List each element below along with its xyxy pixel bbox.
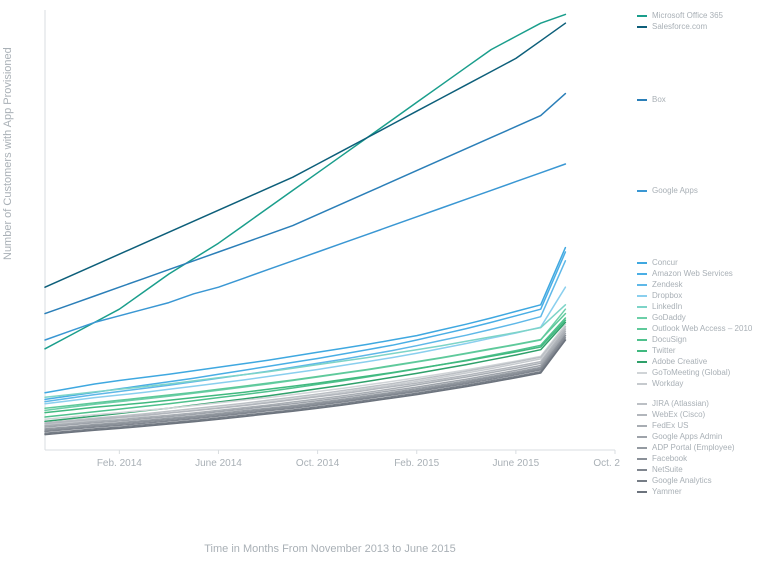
legend-swatch <box>637 99 647 101</box>
legend-label: Outlook Web Access – 2010 <box>652 324 752 333</box>
legend-swatch <box>637 273 647 275</box>
x-tick-label: Oct. 2015 <box>593 458 620 469</box>
legend-item: GoToMeeting (Global) <box>637 368 730 377</box>
legend-label: Yammer <box>652 487 682 496</box>
legend-label: Twitter <box>652 346 676 355</box>
legend-swatch <box>637 458 647 460</box>
legend-swatch <box>637 328 647 330</box>
legend-item: Salesforce.com <box>637 22 707 31</box>
legend-item: ADP Portal (Employee) <box>637 443 735 452</box>
legend-item: Box <box>637 95 666 104</box>
legend-item: Amazon Web Services <box>637 269 733 278</box>
x-tick-label: June 2015 <box>493 458 540 469</box>
legend-swatch <box>637 262 647 264</box>
legend-label: Microsoft Office 365 <box>652 11 723 20</box>
legend-swatch <box>637 403 647 405</box>
legend-item: Dropbox <box>637 291 682 300</box>
legend-item: Concur <box>637 258 678 267</box>
legend-label: Adobe Creative <box>652 357 707 366</box>
legend-label: LinkedIn <box>652 302 682 311</box>
legend-item: Google Apps Admin <box>637 432 722 441</box>
legend-item: GoDaddy <box>637 313 686 322</box>
legend-swatch <box>637 491 647 493</box>
legend-swatch <box>637 295 647 297</box>
legend-swatch <box>637 317 647 319</box>
legend-swatch <box>637 469 647 471</box>
legend-label: Dropbox <box>652 291 682 300</box>
legend-swatch <box>637 436 647 438</box>
legend-swatch <box>637 425 647 427</box>
legend-swatch <box>637 284 647 286</box>
legend-item: FedEx US <box>637 421 688 430</box>
legend-label: ADP Portal (Employee) <box>652 443 735 452</box>
chart-legend: Microsoft Office 365 Salesforce.com Box Goo… <box>637 4 757 559</box>
legend-label: Google Apps Admin <box>652 432 722 441</box>
legend-item: NetSuite <box>637 465 683 474</box>
x-tick-label: June 2014 <box>195 458 242 469</box>
legend-item: Twitter <box>637 346 676 355</box>
legend-item: JIRA (Atlassian) <box>637 399 709 408</box>
legend-label: GoDaddy <box>652 313 686 322</box>
legend-swatch <box>637 26 647 28</box>
legend-label: WebEx (Cisco) <box>652 410 705 419</box>
legend-label: GoToMeeting (Global) <box>652 368 730 377</box>
legend-label: Salesforce.com <box>652 22 707 31</box>
legend-swatch <box>637 350 647 352</box>
legend-item: Zendesk <box>637 280 683 289</box>
legend-label: Zendesk <box>652 280 683 289</box>
series-line <box>45 14 565 348</box>
x-axis-label: Time in Months From November 2013 to Jun… <box>30 543 630 555</box>
legend-label: Concur <box>652 258 678 267</box>
legend-item: Adobe Creative <box>637 357 707 366</box>
legend-label: Box <box>652 95 666 104</box>
legend-item: Yammer <box>637 487 682 496</box>
x-tick-label: Oct. 2014 <box>296 458 340 469</box>
legend-label: JIRA (Atlassian) <box>652 399 709 408</box>
legend-swatch <box>637 372 647 374</box>
legend-label: Google Apps <box>652 186 698 195</box>
legend-swatch <box>637 190 647 192</box>
legend-item: WebEx (Cisco) <box>637 410 705 419</box>
x-tick-label: Feb. 2014 <box>97 458 142 469</box>
y-axis-label: Number of Customers with App Provisioned <box>2 47 14 260</box>
legend-label: DocuSign <box>652 335 687 344</box>
legend-item: Facebook <box>637 454 687 463</box>
legend-swatch <box>637 15 647 17</box>
line-chart-plot: Feb. 2014 June 2014 Oct. 2014 Feb. 2015 June… <box>40 10 620 480</box>
legend-swatch <box>637 361 647 363</box>
legend-swatch <box>637 306 647 308</box>
x-tick-label: Feb. 2015 <box>394 458 439 469</box>
legend-item: Workday <box>637 379 683 388</box>
legend-swatch <box>637 414 647 416</box>
legend-item: DocuSign <box>637 335 687 344</box>
series-line <box>45 94 565 314</box>
series-line <box>45 23 565 287</box>
legend-label: FedEx US <box>652 421 688 430</box>
legend-label: Amazon Web Services <box>652 269 733 278</box>
legend-item: Outlook Web Access – 2010 <box>637 324 752 333</box>
legend-label: Workday <box>652 379 683 388</box>
legend-label: NetSuite <box>652 465 683 474</box>
legend-swatch <box>637 383 647 385</box>
legend-item: LinkedIn <box>637 302 682 311</box>
legend-item: Google Apps <box>637 186 698 195</box>
legend-label: Facebook <box>652 454 687 463</box>
legend-swatch <box>637 447 647 449</box>
legend-swatch <box>637 480 647 482</box>
legend-item: Google Analytics <box>637 476 712 485</box>
legend-swatch <box>637 339 647 341</box>
legend-label: Google Analytics <box>652 476 712 485</box>
legend-item: Microsoft Office 365 <box>637 11 723 20</box>
